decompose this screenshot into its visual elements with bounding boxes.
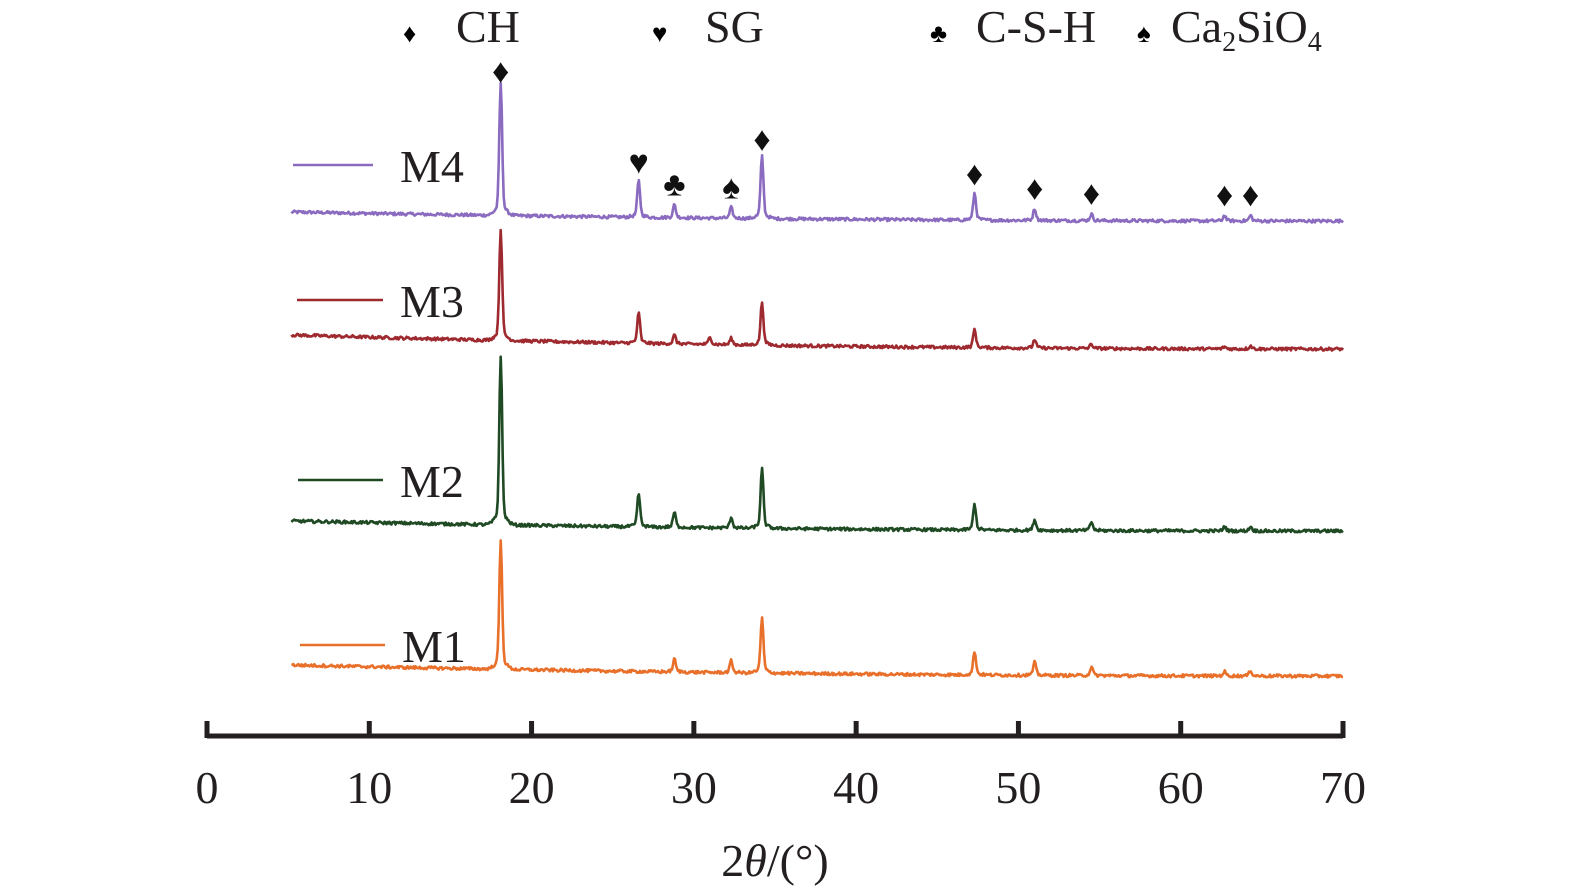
diamond-icon: ♦ [403,19,416,48]
x-axis-label: 2θ/(°) [721,835,828,886]
x-tick-label: 20 [509,762,555,813]
x-tick-label: 0 [196,762,219,813]
x-tick-label: 50 [995,762,1041,813]
series-label-m2: M2 [400,456,464,507]
x-ticks [204,721,1346,738]
annotation-club-icon: ♣ [663,167,685,204]
x-tick-label: 40 [833,762,879,813]
annotation-diamond-icon: ♦ [1242,177,1259,214]
series-group [290,81,1345,679]
annotation-diamond-icon: ♦ [492,53,509,90]
annotation-spade-icon: ♠ [722,169,740,206]
xlabel-theta: θ [744,835,767,886]
x-tick-label: 10 [346,762,392,813]
series-labels: M4 M3 M2 M1 [293,141,466,672]
x-tick-label: 30 [671,762,717,813]
series-line-m3 [290,228,1345,352]
phase-legend: ♦ CH ♥ SG ♣ C-S-H ♠ Ca2SiO4 [403,1,1322,58]
legend-label-sg: SG [705,1,764,52]
annotation-diamond-icon: ♦ [966,156,983,193]
club-icon: ♣ [930,19,947,48]
legend-item-ca2sio4: ♠ Ca2SiO4 [1137,1,1322,58]
annotation-diamond-icon: ♦ [1026,170,1043,207]
xlabel-suffix: /(°) [767,835,829,886]
annotation-diamond-icon: ♦ [753,122,770,159]
legend-sub-4: 4 [1308,27,1322,58]
legend-label-ca2sio4: Ca2SiO4 [1171,1,1322,58]
legend-item-sg: ♥ SG [652,1,764,52]
legend-ca: Ca [1171,1,1222,52]
annotation-diamond-icon: ♦ [1216,177,1233,214]
legend-item-csh: ♣ C-S-H [930,1,1096,52]
legend-sub-2: 2 [1222,27,1236,58]
series-label-m3: M3 [400,276,464,327]
legend-label-csh: C-S-H [976,1,1096,52]
heart-icon: ♥ [652,19,667,48]
annotation-diamond-icon: ♦ [1083,176,1100,213]
legend-sio: SiO [1236,1,1308,52]
legend-item-ch: ♦ CH [403,1,520,52]
series-label-m4: M4 [400,141,464,192]
series-line-m4 [290,81,1344,224]
series-line-m1 [291,539,1344,679]
series-line-m2 [290,355,1344,534]
series-label-m1: M1 [402,621,466,672]
x-tick-label: 60 [1158,762,1204,813]
xlabel-prefix: 2 [721,835,744,886]
peak-annotations: ♦♥♣ ♠♦♦ ♦ ♦ ♦ ♦ [492,53,1259,213]
legend-label-ch: CH [456,1,520,52]
annotation-heart-icon: ♥ [629,144,649,181]
x-tick-labels: 0 10 20 30 40 50 60 70 [196,762,1367,813]
spade-icon: ♠ [1137,19,1151,48]
x-tick-label: 70 [1320,762,1366,813]
x-axis: 0 10 20 30 40 50 60 70 2θ/(°) [196,721,1367,886]
